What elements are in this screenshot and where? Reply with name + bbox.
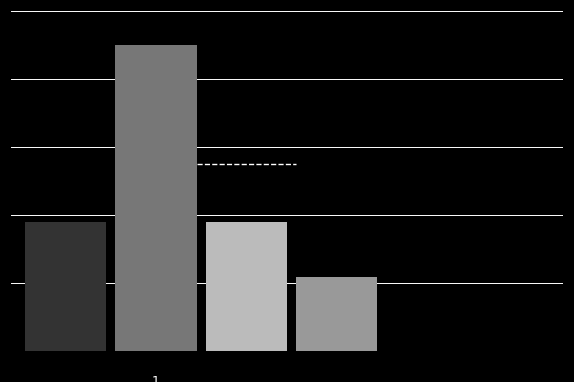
Bar [25,222,106,351]
Bar [205,222,287,351]
Bar [115,45,197,351]
Text: 1: 1 [152,375,160,382]
Bar [296,277,377,351]
